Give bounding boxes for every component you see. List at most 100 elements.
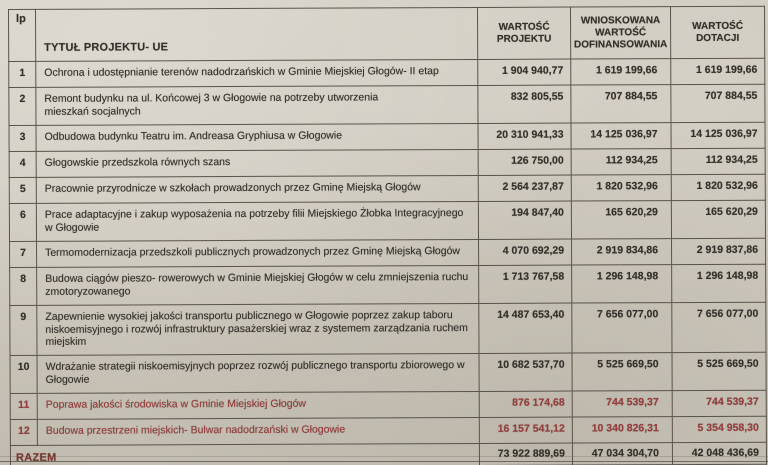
header-requested-value-line: WNIOSKOWANA	[580, 14, 661, 27]
project-row: 4 Głogowskie przedszkola równych szans 126…	[9, 148, 766, 178]
row-number: 5	[9, 177, 37, 204]
scan-edge-line	[0, 456, 768, 457]
row-number: 11	[10, 393, 38, 420]
header-grant-value: WARTOŚĆ DOTACJI	[670, 6, 765, 59]
requested-value-cell: 14 125 036,97	[571, 122, 672, 150]
project-title-line: Wdrażanie strategii niskoemisyjnych popr…	[45, 359, 465, 373]
project-row: 1 Ochrona i udostępnianie terenów nadodrz…	[8, 58, 765, 88]
project-title-line: Pracownie przyrodnicze w szkołach prowad…	[44, 181, 421, 195]
header-grant-value-line: WARTOŚĆ	[692, 20, 744, 32]
project-title-line: Budowa ciągów pieszo- rowerowych w Gmini…	[45, 270, 469, 285]
row-number: 1	[8, 61, 36, 88]
header-project-title: TYTUŁ PROJEKTU- UE	[35, 7, 478, 62]
header-lp: lp	[8, 9, 36, 62]
project-title-line: Poprawa jakości środowiska w Gminie Miej…	[45, 397, 307, 411]
project-row: 6 Prace adaptacyjne i zakup wyposażenia n…	[9, 200, 766, 242]
project-title-line: zmotoryzowanego	[45, 284, 131, 298]
scan-edge-line	[0, 461, 768, 462]
grant-value-cell: 1 296 148,98	[671, 264, 766, 303]
grant-value-cell: 165 620,29	[671, 200, 766, 239]
project-title-line: Zapewnienie wysokiej jakości transportu …	[45, 309, 453, 323]
project-title: Głogowskie przedszkola równych szans	[36, 149, 479, 178]
project-row: 11 Poprawa jakości środowiska w Gminie Mi…	[10, 390, 767, 420]
project-title: Wdrażanie strategii niskoemisyjnych popr…	[37, 353, 480, 394]
projects-funding-table: lp TYTUŁ PROJEKTU- UE WARTOŚĆ PROJEKTU W…	[8, 6, 767, 465]
header-requested-value: WNIOSKOWANA WARTOŚĆ DOFINANSOWANIA	[570, 6, 671, 60]
project-title: Zapewnienie wysokiej jakości transportu …	[36, 303, 480, 356]
project-value-cell: 16 157 541,12	[479, 417, 573, 444]
grant-value-cell: 14 125 036,97	[671, 122, 766, 149]
row-number: 10	[10, 355, 38, 394]
table-body: 1 Ochrona i udostępnianie terenów nadodrz…	[8, 58, 767, 446]
grant-value-cell: 1 820 532,96	[671, 174, 766, 201]
header-project-value-line: PROJEKTU	[496, 33, 552, 45]
project-row: 8 Budowa ciągów pieszo- rowerowych w Gmin…	[9, 264, 766, 306]
project-value-cell: 832 805,55	[477, 85, 572, 124]
project-value-cell: 4 070 692,29	[478, 239, 572, 266]
header-project-value: WARTOŚĆ PROJEKTU	[477, 7, 571, 60]
project-title-line: Odbudowa budynku Teatru im. Andreasa Gry…	[44, 129, 343, 143]
project-value-cell: 1 904 940,77	[477, 59, 571, 86]
grant-value-cell: 5 525 669,50	[672, 352, 767, 391]
header-project-value-line: WARTOŚĆ	[498, 21, 550, 33]
project-title-line: Ochrona i udostępnianie terenów nadodrza…	[44, 65, 439, 79]
project-title-line: Głogowskie przedszkola równych szans	[44, 156, 231, 169]
document-sheet: lp TYTUŁ PROJEKTU- UE WARTOŚĆ PROJEKTU W…	[8, 6, 767, 465]
project-title: Odbudowa budynku Teatru im. Andreasa Gry…	[36, 123, 479, 152]
project-title-line: miejskim	[45, 335, 87, 348]
row-number: 8	[9, 267, 37, 306]
header-grant-value-line: DOTACJI	[696, 32, 740, 44]
project-row: 9 Zapewnienie wysokiej jakości transportu…	[9, 302, 767, 356]
table-header: lp TYTUŁ PROJEKTU- UE WARTOŚĆ PROJEKTU W…	[8, 6, 765, 62]
project-row: 7 Termomodernizacja przedszkoli publiczny…	[9, 238, 766, 268]
project-row: 2 Remont budynku na ul. Końcowej 3 w Głog…	[8, 84, 766, 126]
project-row: 3 Odbudowa budynku Teatru im. Andreasa Gr…	[9, 122, 766, 152]
requested-value-cell: 5 525 669,50	[572, 352, 673, 392]
project-title: Prace adaptacyjne i zakup wyposażenia na…	[36, 201, 479, 242]
project-value-cell: 194 847,40	[478, 201, 572, 240]
requested-value-cell: 10 340 826,31	[572, 416, 673, 444]
project-title-line: w Głogowie	[44, 221, 100, 234]
project-title: Remont budynku na ul. Końcowej 3 w Głogo…	[35, 85, 479, 126]
project-row: 10 Wdrażanie strategii niskoemisyjnych po…	[10, 352, 767, 394]
project-row: 5 Pracownie przyrodnicze w szkołach prowa…	[9, 174, 766, 204]
grant-value-cell: 1 619 199,66	[670, 58, 765, 85]
grant-value-cell: 5 354 958,30	[672, 416, 767, 443]
header-requested-value-line: WARTOŚĆ	[595, 26, 647, 38]
project-title-line: niskoemisyjnego i rozwój infrastruktury …	[45, 321, 468, 336]
row-number: 4	[9, 151, 37, 178]
row-number: 2	[8, 87, 37, 126]
project-value-cell: 20 310 941,33	[478, 123, 572, 150]
project-value-cell: 876 174,68	[479, 391, 573, 418]
project-title: Budowa ciągów pieszo- rowerowych w Gmini…	[36, 265, 479, 306]
requested-value-cell: 744 539,37	[572, 390, 673, 418]
project-title: Ochrona i udostępnianie terenów nadodrza…	[35, 59, 478, 88]
requested-value-cell: 2 919 834,86	[571, 238, 672, 266]
requested-value-cell: 165 620,29	[571, 200, 672, 240]
row-number: 3	[9, 125, 37, 152]
requested-value-cell: 1 619 199,66	[570, 58, 671, 86]
grant-value-cell: 112 934,25	[671, 148, 766, 175]
grant-value-cell: 7 656 077,00	[671, 302, 767, 353]
header-requested-value-line: DOFINANSOWANIA	[573, 38, 668, 51]
project-title: Budowa przestrzeni miejskich- Bulwar nad…	[37, 417, 480, 446]
project-title-line: Prace adaptacyjne i zakup wyposażenia na…	[44, 207, 464, 221]
requested-value-cell: 1 296 148,98	[571, 264, 672, 304]
requested-value-cell: 1 820 532,96	[571, 174, 672, 202]
project-row: 12 Budowa przestrzeni miejskich- Bulwar n…	[10, 416, 767, 446]
project-title-line: Termomodernizacja przedszkoli publicznyc…	[45, 245, 461, 259]
project-value-cell: 126 750,00	[478, 149, 572, 176]
row-number: 7	[9, 241, 37, 268]
requested-value-cell: 707 884,55	[570, 84, 672, 124]
grant-value-cell: 744 539,37	[672, 390, 767, 417]
requested-value-cell: 112 934,25	[571, 148, 672, 176]
project-title: Pracownie przyrodnicze w szkołach prowad…	[36, 175, 479, 204]
project-title-line: Budowa przestrzeni miejskich- Bulwar nad…	[45, 423, 346, 437]
project-title: Poprawa jakości środowiska w Gminie Miej…	[37, 391, 480, 420]
project-value-cell: 1 713 767,58	[478, 265, 572, 304]
project-value-cell: 10 682 537,70	[479, 353, 573, 392]
row-number: 6	[9, 203, 37, 242]
project-value-cell: 14 487 653,40	[478, 303, 573, 354]
project-title-line: mieszkań socjalnych	[44, 104, 141, 118]
